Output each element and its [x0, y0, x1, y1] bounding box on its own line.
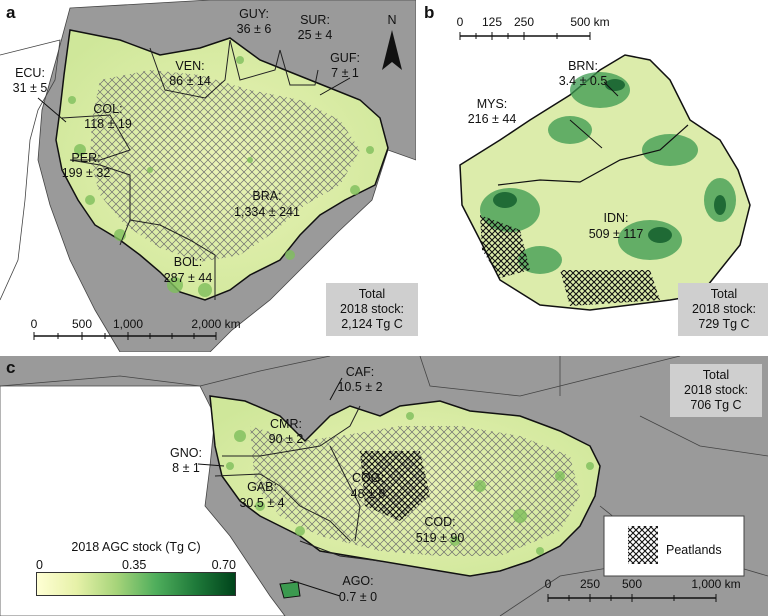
label-brn-value: 3.4 ± 0.5	[559, 74, 608, 88]
label-cmr-code: CMR:	[270, 417, 302, 431]
amazon-country-boundaries	[61, 39, 319, 300]
label-gno-code: GNO:	[170, 446, 202, 460]
legend-color-ramp	[36, 572, 236, 596]
congo-scale-bar: 0 250 500 1,000 km	[545, 577, 741, 602]
label-ecu-code: ECU:	[15, 66, 45, 80]
label-brn-code: BRN:	[568, 59, 598, 73]
label-bol-value: 287 ± 44	[164, 271, 213, 285]
label-idn-code: IDN:	[604, 211, 629, 225]
label-guf-value: 7 ± 1	[331, 66, 359, 80]
label-ago-code: AGO:	[342, 574, 373, 588]
svg-text:125: 125	[482, 15, 502, 29]
congo-green-speckles	[226, 412, 594, 555]
panel-c-congo: CAF: 10.5 ± 2 CMR: 90 ± 2 GNO: 8 ± 1 GAB…	[0, 356, 768, 616]
svg-text:250: 250	[514, 15, 534, 29]
peatlands-label: Peatlands	[666, 543, 722, 557]
label-guy-value: 36 ± 6	[237, 22, 272, 36]
congo-country-boundaries	[214, 405, 381, 562]
label-bol-code: BOL:	[174, 255, 203, 269]
svg-text:2,000 km: 2,000 km	[191, 317, 240, 331]
borneo-total-stock: Total 2018 stock: 729 Tg C	[678, 283, 768, 336]
label-col-value: 118 ± 19	[84, 117, 132, 131]
label-gno-value: 8 ± 1	[172, 461, 200, 475]
panel-c-label: c	[6, 358, 16, 377]
peatlands-legend: Peatlands	[603, 515, 745, 577]
panel-a-amazon: GUY: 36 ± 6 SUR: 25 ± 4 GUF: 7 ± 1 ECU: …	[0, 0, 418, 352]
amazon-map: GUY: 36 ± 6 SUR: 25 ± 4 GUF: 7 ± 1 ECU: …	[0, 0, 416, 352]
congo-country-labels: CAF: 10.5 ± 2 CMR: 90 ± 2 GNO: 8 ± 1 GAB…	[170, 365, 464, 604]
label-mys-code: MYS:	[477, 97, 508, 111]
label-guy-code: GUY:	[239, 7, 269, 21]
borneo-peat-hatch	[480, 215, 660, 306]
svg-text:N: N	[387, 13, 396, 27]
svg-text:1,000: 1,000	[113, 317, 143, 331]
label-bra-value: 1,334 ± 241	[234, 205, 300, 219]
label-col-code: COL:	[93, 102, 122, 116]
legend-tick-max: 0.70	[211, 558, 236, 572]
svg-text:0: 0	[31, 317, 38, 331]
label-cmr-value: 90 ± 2	[269, 432, 304, 446]
panel-b-borneo: BRN: 3.4 ± 0.5 MYS: 216 ± 44 IDN: 509 ± …	[420, 0, 768, 352]
label-bra-code: BRA:	[252, 189, 281, 203]
panel-b-label: b	[424, 3, 435, 22]
label-caf-code: CAF:	[346, 365, 374, 379]
svg-text:500 km: 500 km	[570, 15, 609, 29]
amazon-total-stock: Total 2018 stock: 2,124 Tg C	[326, 283, 418, 336]
borneo-scale-bar: 0 125 250 500 km	[457, 15, 610, 40]
label-per-value: 199 ± 32	[62, 166, 111, 180]
svg-text:0: 0	[545, 577, 552, 591]
legend-tick-mid: 0.35	[122, 558, 147, 572]
peatlands-swatch-icon	[628, 526, 658, 564]
congo-peatlands	[360, 451, 430, 521]
agc-color-legend: 2018 AGC stock (Tg C) 0 0.35 0.70	[36, 540, 236, 596]
label-gab-code: GAB:	[247, 480, 277, 494]
svg-text:250: 250	[580, 577, 600, 591]
legend-tick-0: 0	[36, 558, 43, 572]
legend-title: 2018 AGC stock (Tg C)	[71, 540, 201, 554]
label-caf-value: 10.5 ± 2	[337, 380, 382, 394]
label-cod-value: 519 ± 90	[416, 531, 465, 545]
label-sur-code: SUR:	[300, 13, 330, 27]
label-guf-code: GUF:	[330, 51, 360, 65]
label-idn-value: 509 ± 117	[589, 227, 644, 241]
congo-total-stock: Total 2018 stock: 706 Tg C	[670, 364, 762, 417]
amazon-hatch	[90, 70, 360, 262]
label-ven-code: VEN:	[175, 59, 204, 73]
label-mys-value: 216 ± 44	[468, 112, 517, 126]
label-per-code: PER:	[71, 151, 100, 165]
label-cog-value: 48 ± 8	[351, 487, 386, 501]
svg-text:1,000 km: 1,000 km	[691, 577, 740, 591]
label-gab-value: 30.5 ± 4	[239, 496, 284, 510]
label-ecu-value: 31 ± 5	[13, 81, 48, 95]
congo-map: CAF: 10.5 ± 2 CMR: 90 ± 2 GNO: 8 ± 1 GAB…	[0, 356, 768, 616]
label-cog-code: COG:	[352, 471, 384, 485]
ago-patch	[279, 581, 301, 599]
label-ven-value: 86 ± 14	[169, 74, 211, 88]
mys-idn-border	[497, 124, 689, 186]
svg-text:0: 0	[457, 15, 464, 29]
north-arrow-icon: N	[382, 13, 402, 70]
panel-a-label: a	[6, 3, 16, 22]
borneo-country-labels: BRN: 3.4 ± 0.5 MYS: 216 ± 44 IDN: 509 ± …	[468, 59, 644, 241]
legend-ticks: 0 0.35 0.70	[36, 558, 236, 572]
label-sur-value: 25 ± 4	[298, 28, 333, 42]
amazon-scale-bar: 0 500 1,000 2,000 km	[31, 317, 241, 340]
amazon-country-labels: GUY: 36 ± 6 SUR: 25 ± 4 GUF: 7 ± 1 ECU: …	[13, 7, 360, 285]
svg-text:500: 500	[622, 577, 642, 591]
label-ago-value: 0.7 ± 0	[339, 590, 377, 604]
atlantic-ocean	[0, 385, 286, 616]
label-cod-code: COD:	[424, 515, 455, 529]
svg-text:500: 500	[72, 317, 92, 331]
